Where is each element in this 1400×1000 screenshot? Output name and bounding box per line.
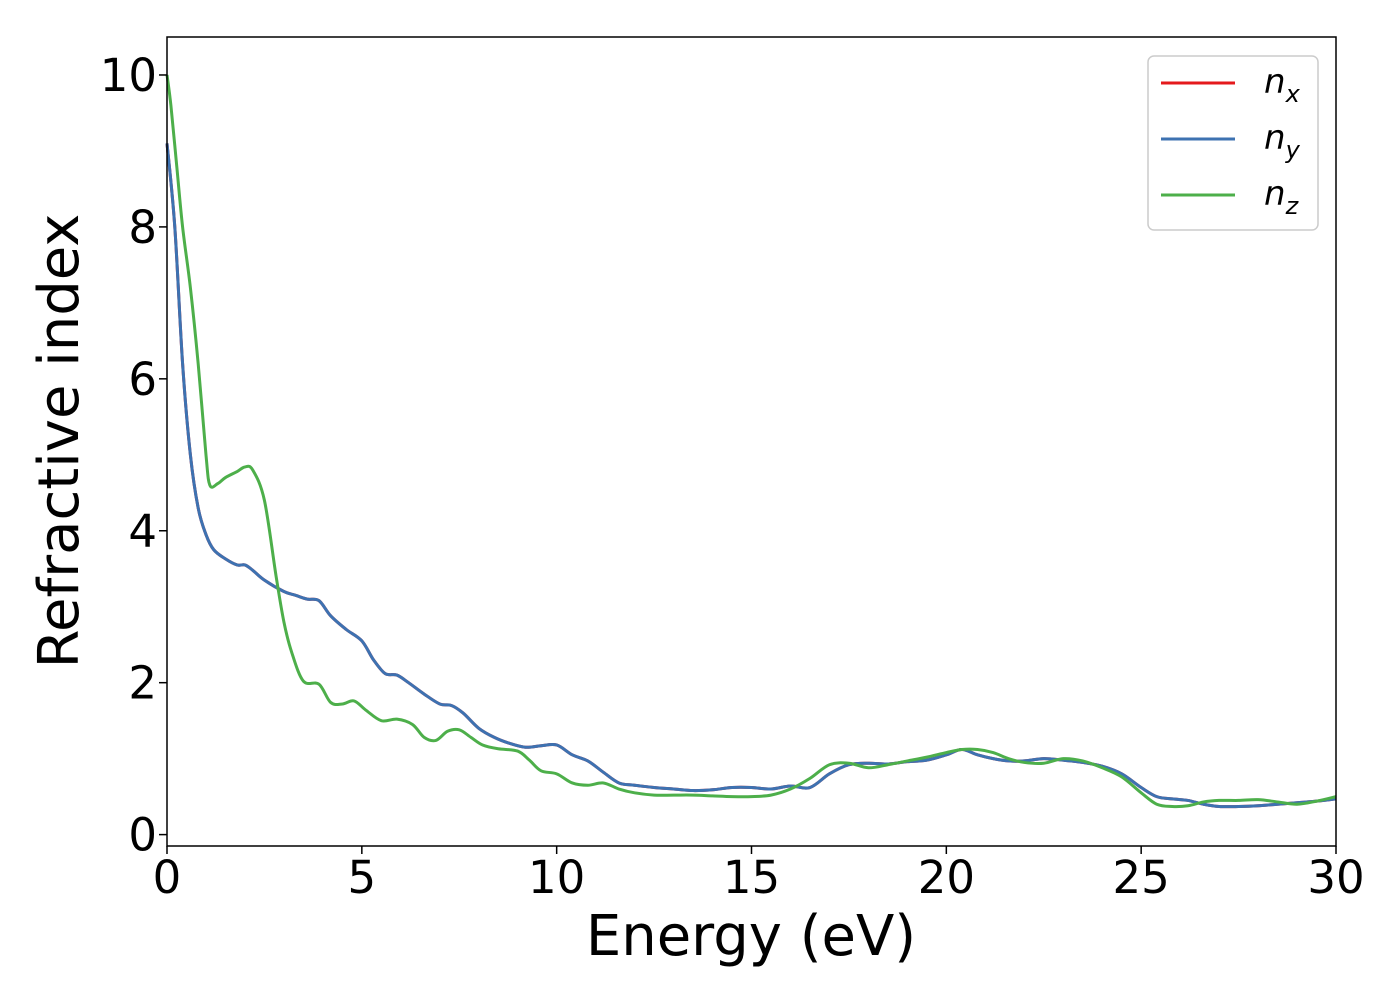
y-tick-label: 0 <box>128 809 157 862</box>
x-tick-label: 5 <box>348 851 377 904</box>
x-tick-label: 25 <box>1113 851 1170 904</box>
series-line-z <box>165 74 1337 809</box>
x-tick-label: 15 <box>723 851 780 904</box>
y-tick-label: 10 <box>100 49 157 102</box>
x-axis-label: Energy (eV) <box>586 904 916 969</box>
legend-box <box>1147 55 1319 231</box>
series-line-y <box>165 143 1337 809</box>
y-axis-label: Refractive index <box>27 214 92 669</box>
x-tick-label: 0 <box>153 851 182 904</box>
series-line-x <box>165 143 1337 809</box>
legend-label-y: ny <box>1264 118 1301 164</box>
y-tick-label: 6 <box>128 353 157 406</box>
legend: nx ny nz <box>1147 55 1319 231</box>
x-tick-label: 20 <box>918 851 975 904</box>
legend-label-x: nx <box>1264 62 1301 108</box>
y-tick-label: 2 <box>128 657 157 710</box>
legend-label-z: nz <box>1264 174 1300 220</box>
x-tick-label: 30 <box>1307 851 1364 904</box>
y-axis-ticks: 0 2 4 6 8 10 <box>100 49 167 862</box>
y-tick-label: 4 <box>128 505 157 558</box>
plot-series <box>165 74 1337 809</box>
legend-items: nx ny nz <box>1161 62 1301 220</box>
y-tick-label: 8 <box>128 201 157 254</box>
x-tick-label: 10 <box>528 851 585 904</box>
x-axis-ticks: 0 5 10 15 20 25 30 <box>153 846 1365 904</box>
